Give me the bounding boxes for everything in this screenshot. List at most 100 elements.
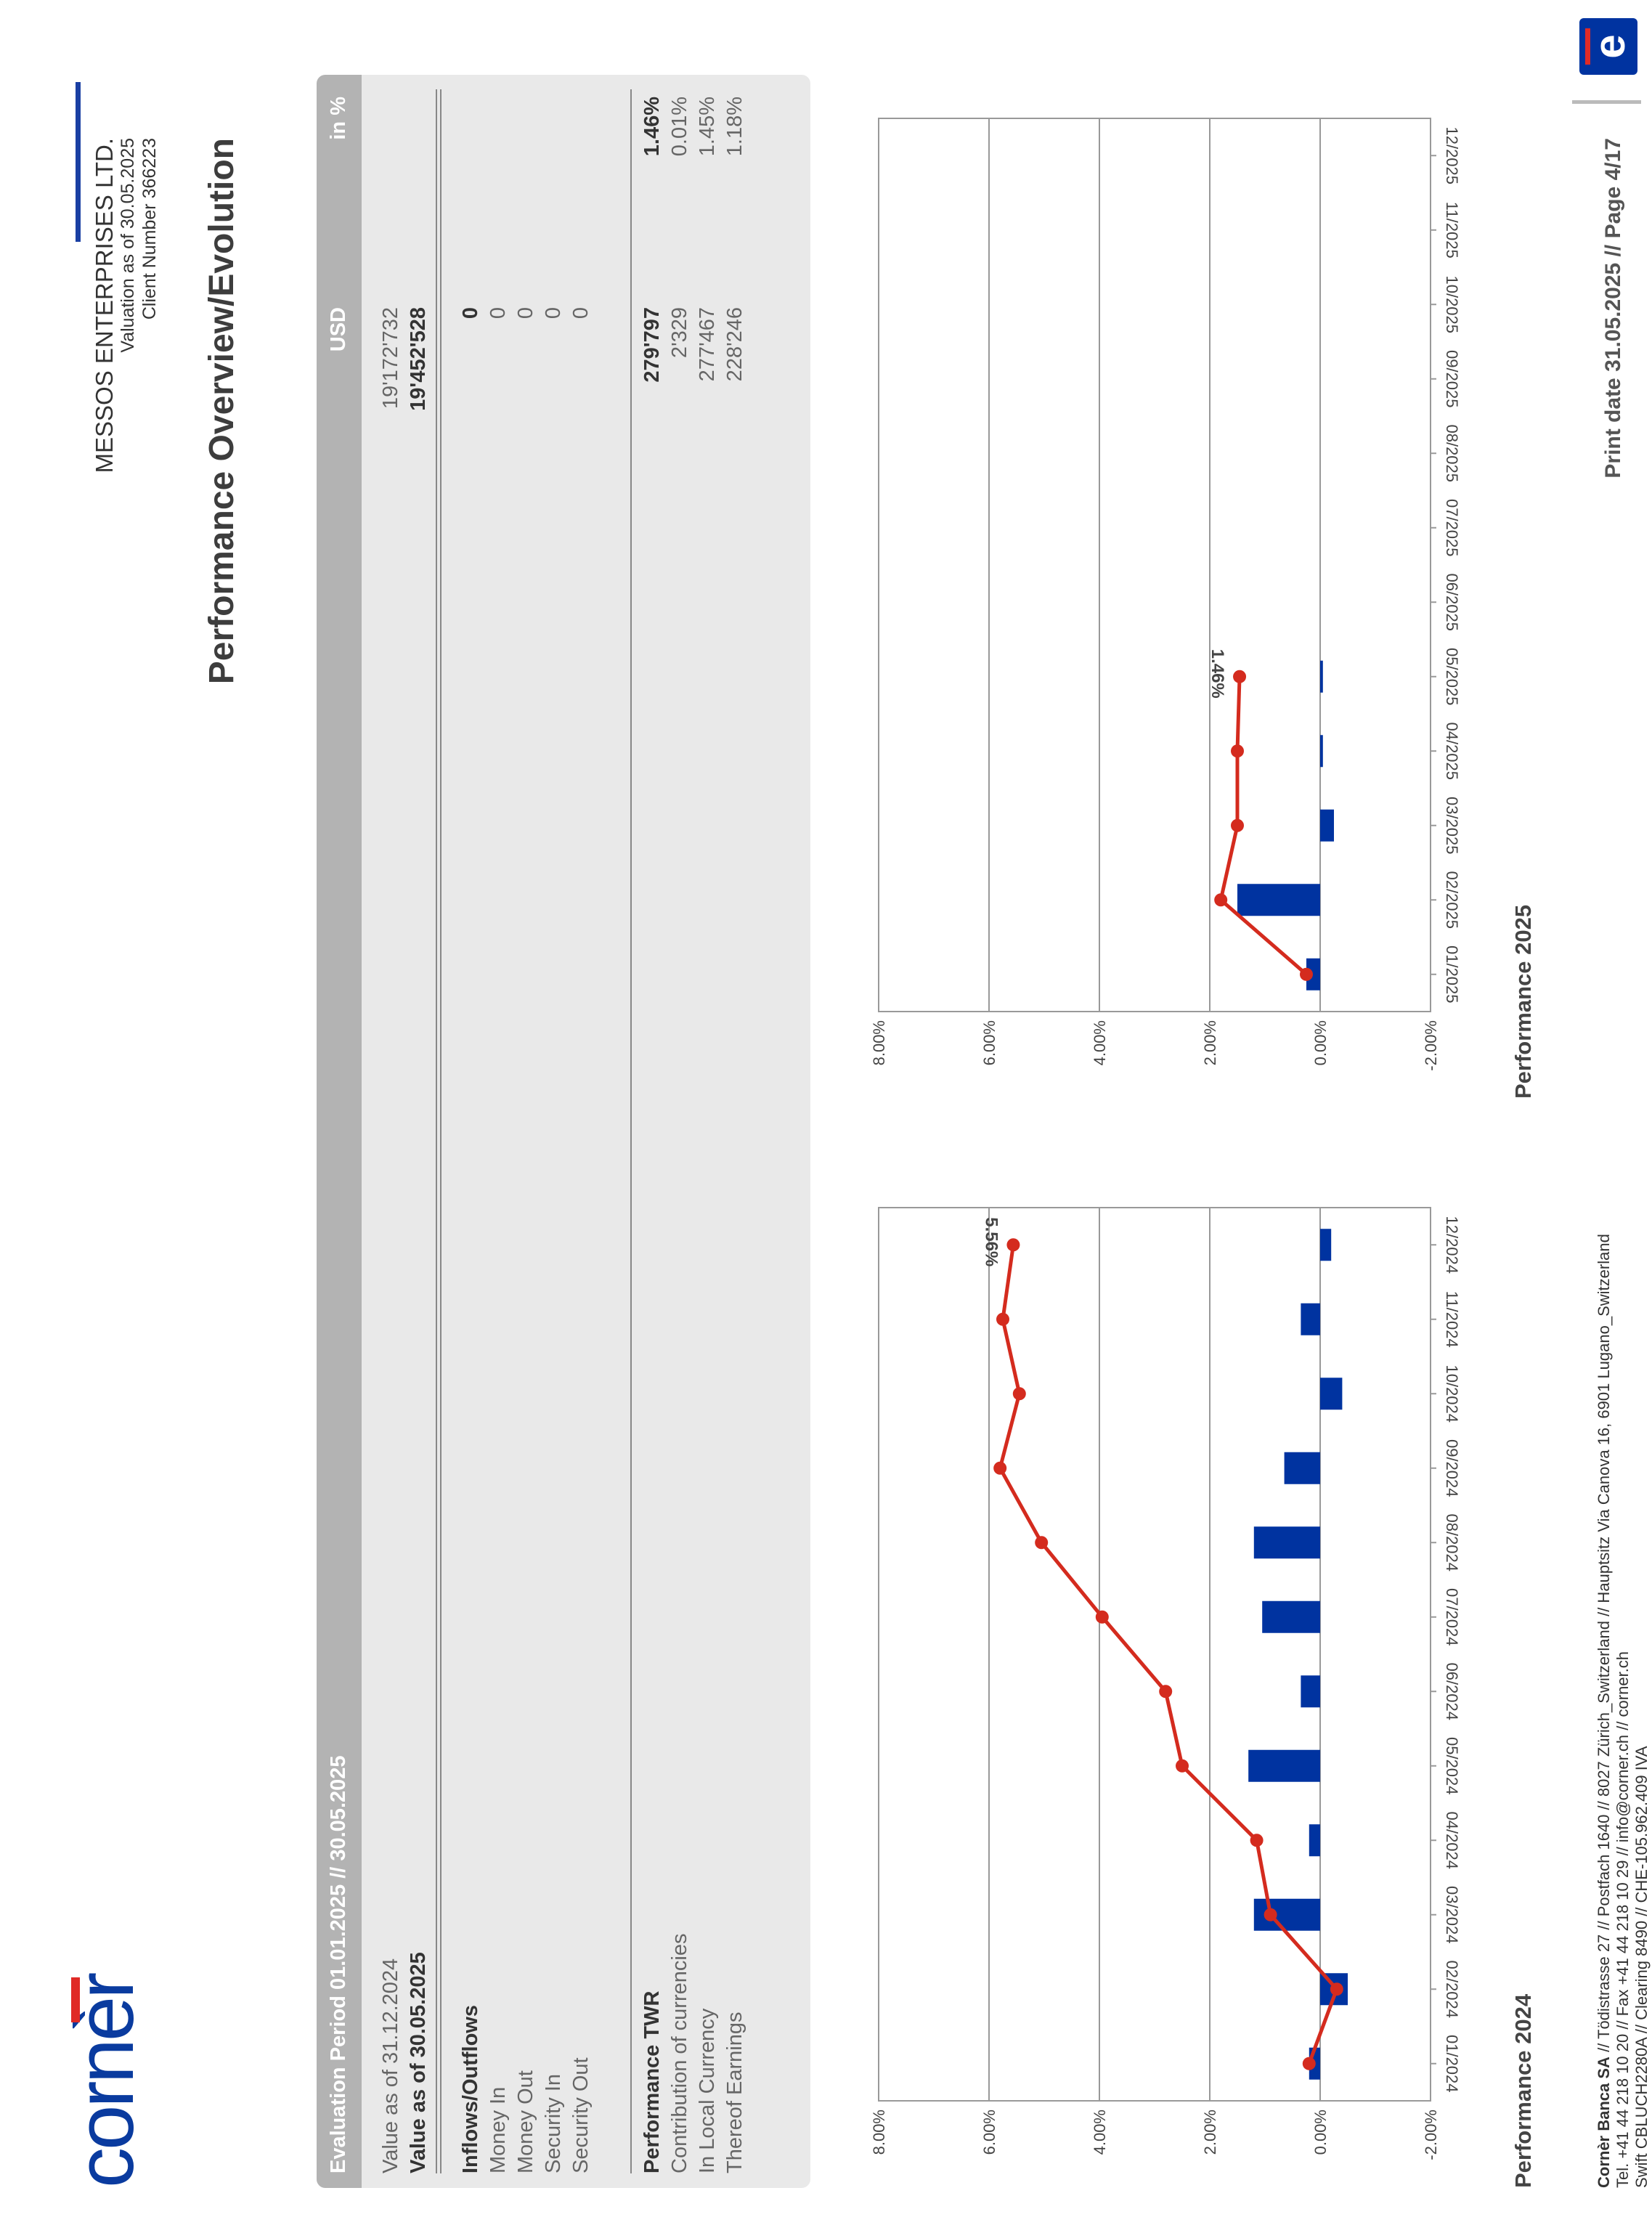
line-point xyxy=(1231,818,1244,832)
bar xyxy=(1320,660,1323,693)
line-point xyxy=(1330,1982,1343,1996)
row-value: 0 xyxy=(514,307,537,320)
y-tick-label: 6.00% xyxy=(980,1020,998,1065)
row-value: 0 xyxy=(459,307,482,320)
row-label: Money Out xyxy=(514,2070,537,2173)
bar xyxy=(1284,1452,1320,1484)
x-tick-label: 09/2025 xyxy=(1443,350,1461,408)
y-tick-label: 6.00% xyxy=(980,2110,998,2155)
row-percent: 0.01% xyxy=(668,97,691,157)
row-label: Value as of 30.05.2025 xyxy=(407,1952,430,2173)
divider-double-1 xyxy=(436,89,437,2173)
x-tick-label: 10/2024 xyxy=(1443,1364,1461,1423)
bar xyxy=(1306,958,1320,990)
x-tick-label: 02/2024 xyxy=(1443,1960,1461,2018)
row-value: 0 xyxy=(542,307,565,320)
percent-header: in % xyxy=(327,97,350,140)
x-tick-label: 03/2025 xyxy=(1443,797,1461,855)
row-value: 277'467 xyxy=(696,307,719,382)
line-point xyxy=(1233,670,1247,683)
divider-double-2 xyxy=(440,89,442,2173)
row-label: In Local Currency xyxy=(696,2008,719,2173)
x-tick-label: 09/2024 xyxy=(1443,1439,1461,1497)
final-value-label: 1.46% xyxy=(1208,649,1227,699)
x-tick-label: 08/2024 xyxy=(1443,1513,1461,1571)
footer-line-2: Tel. +41 44 218 10 20 // Fax +41 44 218 … xyxy=(1614,1651,1632,2188)
bar xyxy=(1320,735,1323,768)
logo-accent-bar xyxy=(71,1977,80,2022)
chart-performance-2025: -2.00% 0.00% 2.00% 4.00% 6.00% 8.00% 01/2025 02… xyxy=(870,118,1461,1071)
line-point xyxy=(1095,1610,1109,1624)
line-point xyxy=(1012,1387,1026,1401)
x-tick-label: 11/2024 xyxy=(1443,1291,1461,1348)
valuation-date: Valuation as of 30.05.2025 xyxy=(118,138,138,353)
row-label: Security Out xyxy=(569,2057,593,2173)
row-percent: 1.46% xyxy=(640,97,664,157)
y-tick-label: 0.00% xyxy=(1311,2110,1330,2155)
row-label: Inflows/Outflows xyxy=(459,2005,482,2173)
x-tick-label: 06/2025 xyxy=(1443,573,1461,631)
client-name: MESSOS ENTERPRISES LTD. xyxy=(91,138,118,473)
line-point xyxy=(1035,1536,1049,1550)
y-tick-label: 4.00% xyxy=(1091,2110,1109,2155)
x-tick-label: 04/2024 xyxy=(1443,1811,1461,1869)
cumulative-line xyxy=(998,1244,1339,2065)
bar xyxy=(1248,1749,1321,1782)
row-value: 19'452'528 xyxy=(407,307,430,411)
x-tick-label: 11/2025 xyxy=(1443,202,1461,259)
bar xyxy=(1262,1600,1321,1633)
footer-line-1: Cornèr Banca SA // Tödistrasse 27 // Pos… xyxy=(1595,1234,1614,2188)
final-value-label: 5.56% xyxy=(981,1217,1001,1266)
x-tick-label: 10/2025 xyxy=(1443,275,1461,333)
row-label: Money In xyxy=(487,2086,510,2173)
divider-performance xyxy=(630,89,632,2173)
row-value: 2'329 xyxy=(668,307,691,359)
bar xyxy=(1301,1303,1321,1335)
row-label: Contribution of currencies xyxy=(668,1933,691,2173)
y-tick-label: 8.00% xyxy=(870,2110,888,2155)
client-number: Client Number 366223 xyxy=(139,138,160,320)
currency-header: USD xyxy=(327,307,350,352)
x-tick-label: 03/2024 xyxy=(1443,1886,1461,1944)
y-tick-label: 2.00% xyxy=(1201,2110,1219,2155)
x-tick-label: 02/2025 xyxy=(1443,871,1461,929)
line-point xyxy=(1300,967,1313,981)
chart-title-2025: Performance 2025 xyxy=(1510,904,1536,1099)
line-point xyxy=(1302,2057,1316,2070)
x-tick-label: 05/2025 xyxy=(1443,648,1461,706)
footer-line-3: Swift CBLUCH2280A // Clearing 8490 // CH… xyxy=(1632,1746,1651,2188)
x-tick-label: 07/2024 xyxy=(1443,1588,1461,1646)
line-point xyxy=(1214,893,1228,907)
page-title: Performance Overview/Evolution xyxy=(203,138,241,685)
line-point xyxy=(1176,1759,1189,1773)
y-tick-label: -2.00% xyxy=(1422,1020,1440,1071)
footer-separator xyxy=(1572,100,1641,104)
row-value: 228'246 xyxy=(723,307,746,382)
footer-address: // Tödistrasse 27 // Postfach 1640 // 80… xyxy=(1595,1234,1613,2057)
bar xyxy=(1237,884,1320,916)
row-percent: 1.18% xyxy=(723,97,746,157)
svg-text:e: e xyxy=(1585,34,1634,58)
y-tick-label: 4.00% xyxy=(1091,1020,1109,1065)
chart-performance-2024: -2.00% 0.00% 2.00% 4.00% 6.00% 8.00% 01/2024 02… xyxy=(870,1207,1461,2160)
line-point xyxy=(1231,744,1244,758)
bar xyxy=(1309,1824,1320,1857)
plot-frame xyxy=(878,1207,1431,2102)
y-tick-label: 0.00% xyxy=(1311,1020,1330,1065)
row-value: 0 xyxy=(569,307,593,320)
x-tick-label: 01/2025 xyxy=(1443,945,1461,1004)
x-tick-label: 07/2025 xyxy=(1443,499,1461,557)
line-point xyxy=(996,1312,1009,1326)
bar xyxy=(1320,809,1334,842)
bar xyxy=(1320,1378,1343,1410)
summary-panel: Evaluation Period 01.01.2025 // 30.05.20… xyxy=(317,75,810,2188)
row-label: Thereof Earnings xyxy=(723,2011,746,2173)
panel-header: Evaluation Period 01.01.2025 // 30.05.20… xyxy=(317,75,362,2188)
row-label: Performance TWR xyxy=(640,1990,664,2173)
row-value: 0 xyxy=(487,307,510,320)
x-tick-label: 04/2025 xyxy=(1443,722,1461,780)
corner-logo: cornèr xyxy=(60,1956,150,2188)
line-point xyxy=(993,1461,1007,1475)
corner-icon: e xyxy=(1579,18,1637,75)
footer-bank-name: Cornèr Banca SA xyxy=(1595,2057,1613,2188)
